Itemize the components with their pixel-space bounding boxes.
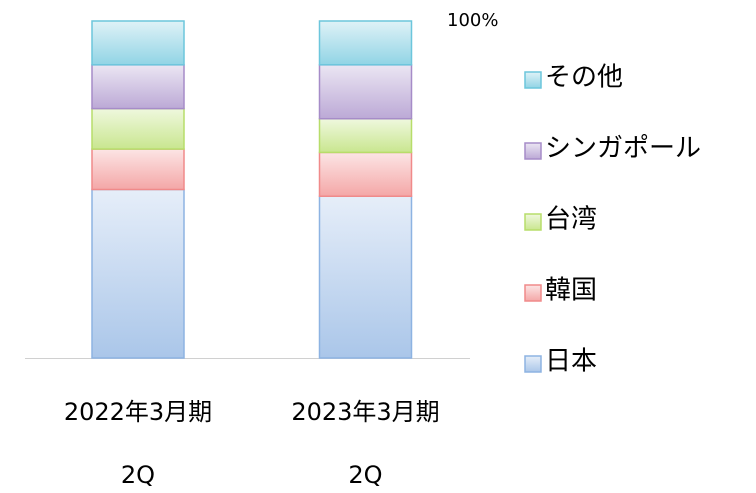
- legend-label: シンガポール: [545, 134, 701, 164]
- legend-swatch: [524, 142, 542, 160]
- legend-item: 韓国: [524, 276, 597, 306]
- x-tick-label: 2022年3月期: [64, 398, 212, 426]
- legend-label: 韓国: [545, 276, 597, 306]
- legend-swatch: [524, 71, 542, 89]
- legend-label: その他: [545, 63, 623, 93]
- bar-segment: [318, 117, 413, 154]
- y-tick-label: 100%: [447, 10, 498, 31]
- legend-item: 台湾: [524, 205, 597, 235]
- bar-segment: [91, 107, 185, 150]
- x-tick-label: 2Q: [121, 461, 155, 489]
- bar-segment: [91, 20, 185, 66]
- legend-swatch: [524, 355, 542, 373]
- bar-segment: [91, 148, 185, 191]
- legend-label: 日本: [545, 347, 597, 377]
- legend-item: その他: [524, 63, 623, 93]
- bar-segment: [318, 20, 413, 66]
- legend-item: 日本: [524, 347, 597, 377]
- legend-swatch: [524, 284, 542, 302]
- legend-label: 台湾: [545, 205, 597, 235]
- legend-swatch: [524, 213, 542, 231]
- x-tick-label: 2023年3月期: [291, 398, 439, 426]
- bar-segment: [318, 151, 413, 197]
- legend-item: シンガポール: [524, 134, 701, 164]
- bar-segment: [318, 64, 413, 120]
- bar-segment: [91, 64, 185, 110]
- x-tick-label: 2Q: [348, 461, 382, 489]
- bar-segment: [91, 188, 185, 359]
- bar-segment: [318, 195, 413, 359]
